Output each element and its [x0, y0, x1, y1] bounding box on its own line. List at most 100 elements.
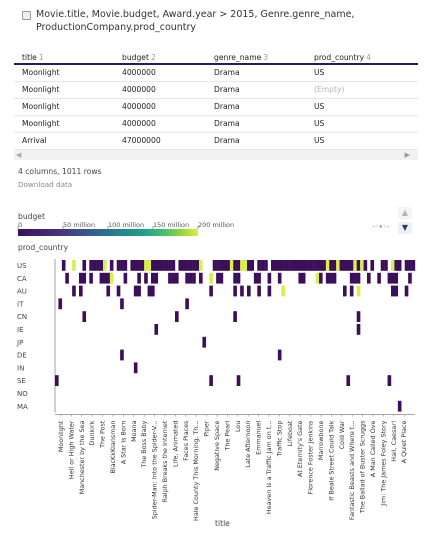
heatmap-cell: [154, 324, 159, 335]
heatmap-cell: [277, 272, 282, 284]
table-cell-empty: (Empty): [314, 85, 345, 94]
column-label: Hell or High Water: [67, 420, 75, 479]
heatmap-cell: [397, 260, 402, 271]
row-label: CA: [17, 275, 27, 283]
heatmap-cell: [178, 260, 183, 271]
row-label: AU: [17, 288, 27, 296]
heatmap-cell: [171, 272, 176, 284]
table-cell: Moonlight: [22, 85, 60, 94]
heatmap-cell: [168, 272, 172, 284]
heatmap-cell: [236, 272, 241, 284]
heatmap-cell: [267, 272, 272, 284]
heatmap-cell: [151, 260, 155, 271]
heatmap-cell: [329, 260, 333, 271]
column-label: If Beale Street Could Talk: [327, 420, 335, 500]
filter-icon[interactable]: -◦•◦-: [372, 223, 390, 231]
chevron-left-icon[interactable]: ◀: [16, 151, 22, 159]
heatmap-cell: [260, 260, 265, 271]
heatmap-cell: [199, 260, 203, 271]
heatmap-cell: [109, 272, 114, 284]
column-header-genre-name[interactable]: genre_name 3: [214, 53, 269, 62]
column-label: Late Afternoon: [244, 421, 252, 468]
column-label: Piper: [203, 420, 211, 436]
legend-tick-label: 50 million: [63, 221, 95, 229]
heatmap-cell: [157, 260, 162, 271]
table-cell: Drama: [214, 136, 240, 145]
heatmap-cell: [298, 260, 303, 271]
heatmap-cell: [233, 272, 237, 284]
table-cell: Moonlight: [22, 102, 60, 111]
heatmap-cell: [120, 298, 124, 310]
triangle-up-icon[interactable]: ▲: [398, 207, 412, 219]
heatmap-cell: [140, 260, 145, 271]
heatmap-cell: [284, 260, 289, 271]
heatmap-cell: [82, 311, 87, 322]
table-cell: Arrival: [22, 136, 47, 145]
column-label: The Boss Baby: [140, 420, 148, 468]
heatmap-cell: [195, 260, 200, 271]
heatmap-cell: [216, 272, 220, 284]
heatmap-cell: [82, 272, 87, 284]
heatmap-cell: [332, 272, 337, 284]
heatmap-cell: [58, 298, 63, 310]
table-cell: US: [314, 136, 325, 145]
chevron-right-icon[interactable]: ▶: [404, 151, 410, 159]
heatmap-cell: [96, 260, 100, 271]
table-cell: US: [314, 68, 325, 77]
column-label: A Star Is Born: [119, 421, 127, 465]
query-bar[interactable]: Movie.title, Movie.budget, Award.year > …: [14, 8, 418, 38]
heatmap-cell: [137, 260, 141, 271]
heatmap-cell: [233, 311, 237, 322]
table-cell: 4000000: [122, 102, 156, 111]
heatmap-cell: [164, 260, 169, 271]
heatmap-cell: [243, 260, 248, 271]
table-row: Moonlight 4000000 Drama US: [14, 116, 418, 133]
column-label: Moonlight: [57, 420, 65, 452]
query-text[interactable]: Movie.title, Movie.budget, Award.year > …: [36, 9, 355, 33]
legend-tick-label: 200 million: [198, 221, 235, 229]
table-cell: Drama: [214, 119, 240, 128]
download-data-link[interactable]: Download data: [18, 180, 73, 189]
heatmap-cell: [212, 260, 217, 271]
column-label: Dunkirk: [88, 420, 96, 445]
budget-color-legend: [18, 229, 198, 236]
column-label: Negative Space: [213, 421, 221, 471]
heatmap-cell: [343, 260, 347, 271]
row-count-summary: 4 columns, 1011 rows: [18, 167, 102, 176]
heatmap-cell: [349, 260, 354, 271]
heatmap-cell: [116, 260, 121, 271]
heatmap-cell: [106, 272, 111, 284]
column-label: Moana: [130, 421, 138, 442]
heatmap-cell: [171, 260, 176, 271]
heatmap-cell: [387, 272, 392, 284]
heatmap-cell: [353, 272, 357, 284]
legend-tick-label: 100 million: [108, 221, 145, 229]
heatmap-cell: [349, 272, 354, 284]
column-label: BlacKkKlansman: [109, 421, 117, 474]
heatmap-cell: [61, 260, 66, 271]
column-header-title[interactable]: title 1: [22, 53, 44, 62]
heatmap-cell: [154, 272, 159, 284]
column-label: Life, Animated: [171, 421, 179, 467]
heatmap-cell: [151, 272, 155, 284]
heatmap-cell: [408, 272, 412, 284]
table-row: Moonlight 4000000 Drama US: [14, 65, 418, 82]
legend-tick-label: 150 million: [153, 221, 190, 229]
column-label: Faces Places: [182, 420, 190, 461]
column-header-prod-country[interactable]: prod_country 4: [314, 53, 371, 62]
heatmap-cell: [253, 272, 258, 284]
heatmap-cell: [332, 260, 337, 271]
heatmap-cell: [377, 272, 381, 284]
heatmap-cell: [404, 285, 409, 297]
results-table: title 1 budget 2 genre_name 3 prod_country 4…: [14, 50, 418, 150]
triangle-down-icon[interactable]: ▼: [398, 222, 412, 234]
column-label: Lou: [234, 421, 242, 432]
heatmap-cell: [404, 260, 409, 271]
column-label: A Quiet Place: [400, 421, 408, 464]
heatmap-cell: [185, 272, 189, 284]
heatmap-cell: [181, 260, 186, 271]
horizontal-scrollbar[interactable]: ◀ ▶: [14, 150, 418, 160]
column-header-budget[interactable]: budget 2: [122, 53, 156, 62]
heatmap-cell: [103, 272, 107, 284]
heatmap-cell: [394, 260, 399, 271]
